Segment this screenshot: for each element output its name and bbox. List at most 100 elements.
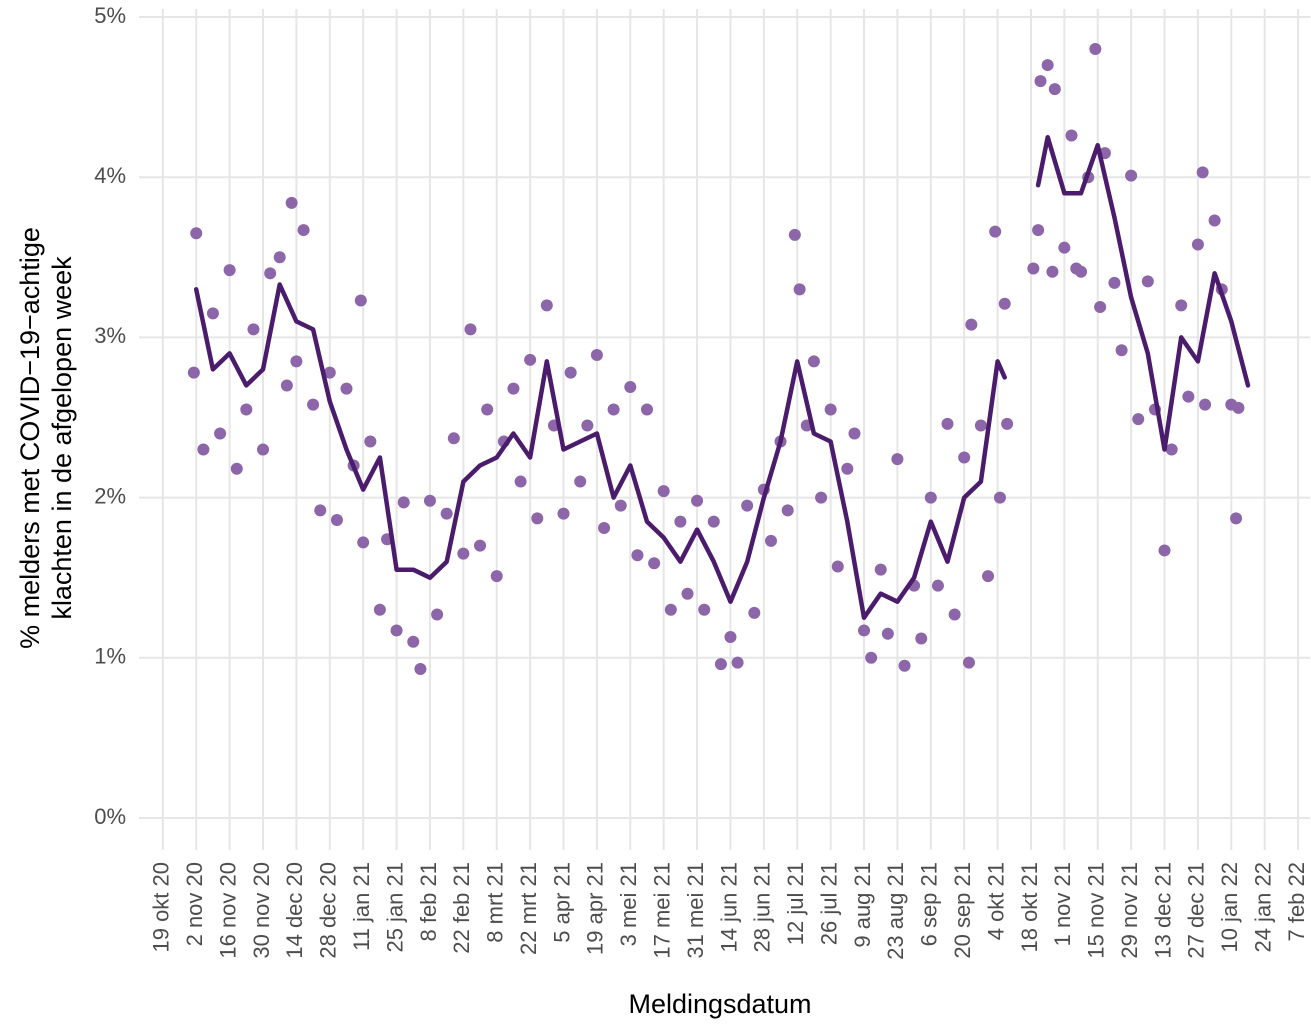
point bbox=[848, 427, 861, 440]
point bbox=[1048, 83, 1061, 96]
point bbox=[1075, 265, 1088, 278]
point bbox=[490, 570, 503, 583]
point bbox=[1001, 417, 1014, 430]
point bbox=[514, 475, 527, 488]
point bbox=[357, 536, 370, 549]
x-tick-label: 19 apr 21 bbox=[583, 862, 608, 955]
point bbox=[815, 491, 828, 504]
point bbox=[187, 366, 200, 379]
point bbox=[831, 560, 844, 573]
grid bbox=[139, 9, 1310, 850]
line bbox=[193, 134, 1251, 620]
point bbox=[741, 499, 754, 512]
point bbox=[1032, 224, 1045, 237]
y-axis-title: klachten in de afgelopen week bbox=[47, 256, 77, 620]
point bbox=[765, 534, 778, 547]
point bbox=[397, 496, 410, 509]
point bbox=[1065, 129, 1078, 142]
labels: 0% 1% 2% 3% 4% 5% 19 okt 20 2 nov 20 16 nov 20 30… bbox=[94, 3, 1309, 960]
point bbox=[240, 403, 253, 416]
point bbox=[574, 475, 587, 488]
point bbox=[998, 297, 1011, 310]
point bbox=[540, 299, 553, 312]
x-tick-label: 16 nov 20 bbox=[215, 862, 240, 959]
y-tick-label: 0% bbox=[94, 804, 126, 829]
point bbox=[624, 381, 637, 394]
point bbox=[748, 606, 761, 619]
point bbox=[264, 267, 277, 280]
point bbox=[280, 379, 293, 392]
point bbox=[691, 494, 704, 507]
point bbox=[223, 264, 236, 277]
x-tick-label: 13 dec 21 bbox=[1150, 862, 1175, 959]
point bbox=[307, 398, 320, 411]
point bbox=[373, 603, 386, 616]
point bbox=[824, 403, 837, 416]
x-tick-label: 17 mei 21 bbox=[649, 862, 674, 959]
point bbox=[1208, 214, 1221, 227]
point bbox=[257, 443, 270, 456]
point bbox=[1141, 275, 1154, 288]
point bbox=[898, 659, 911, 672]
point bbox=[631, 549, 644, 562]
x-tick-label: 5 apr 21 bbox=[549, 862, 574, 943]
point bbox=[354, 294, 367, 307]
point bbox=[1232, 401, 1245, 414]
x-tick-label: 10 jan 22 bbox=[1217, 862, 1242, 953]
x-tick-label: 26 jul 21 bbox=[816, 862, 841, 945]
point bbox=[247, 323, 260, 336]
x-tick-label: 24 jan 22 bbox=[1250, 862, 1275, 953]
x-tick-label: 14 dec 20 bbox=[282, 862, 307, 959]
point bbox=[731, 656, 744, 669]
x-tick-label: 1 nov 21 bbox=[1050, 862, 1075, 946]
point bbox=[614, 499, 627, 512]
point bbox=[206, 307, 219, 320]
point bbox=[714, 658, 727, 671]
x-tick-label: 15 nov 21 bbox=[1084, 862, 1109, 959]
point bbox=[598, 522, 611, 535]
point bbox=[1182, 390, 1195, 403]
point bbox=[285, 196, 298, 209]
point bbox=[390, 624, 403, 637]
point bbox=[941, 417, 954, 430]
point bbox=[1199, 398, 1212, 411]
point bbox=[414, 662, 427, 675]
point bbox=[657, 485, 670, 498]
point bbox=[865, 651, 878, 664]
point bbox=[793, 283, 806, 296]
point bbox=[197, 443, 210, 456]
x-tick-label: 23 aug 21 bbox=[883, 862, 908, 960]
point bbox=[781, 504, 794, 517]
point bbox=[724, 630, 737, 643]
x-tick-label: 7 feb 22 bbox=[1284, 862, 1309, 942]
y-tick-label: 5% bbox=[94, 3, 126, 28]
point bbox=[1108, 276, 1121, 289]
point bbox=[1041, 59, 1054, 72]
point bbox=[1191, 238, 1204, 251]
point bbox=[974, 419, 987, 432]
x-tick-label: 3 mei 21 bbox=[616, 862, 641, 946]
point bbox=[648, 557, 661, 570]
x-tick-label: 19 okt 20 bbox=[149, 862, 174, 953]
point bbox=[1158, 544, 1171, 557]
x-tick-label: 2 nov 20 bbox=[182, 862, 207, 946]
x-tick-label: 28 dec 20 bbox=[316, 862, 341, 959]
x-tick-label: 30 nov 20 bbox=[249, 862, 274, 959]
point bbox=[423, 494, 436, 507]
point bbox=[948, 608, 961, 621]
y-tick-label: 2% bbox=[94, 483, 126, 508]
x-tick-label: 22 feb 21 bbox=[449, 862, 474, 954]
point bbox=[364, 435, 377, 448]
point bbox=[1132, 413, 1145, 426]
point bbox=[190, 227, 203, 240]
point bbox=[841, 462, 854, 475]
point bbox=[788, 228, 801, 241]
y-axis-title: % melders met COVID−19−achtige bbox=[15, 227, 45, 649]
x-tick-label: 9 aug 21 bbox=[850, 862, 875, 948]
point bbox=[340, 382, 353, 395]
x-tick-label: 8 mrt 21 bbox=[483, 862, 508, 943]
point bbox=[323, 366, 336, 379]
point bbox=[1165, 443, 1178, 456]
